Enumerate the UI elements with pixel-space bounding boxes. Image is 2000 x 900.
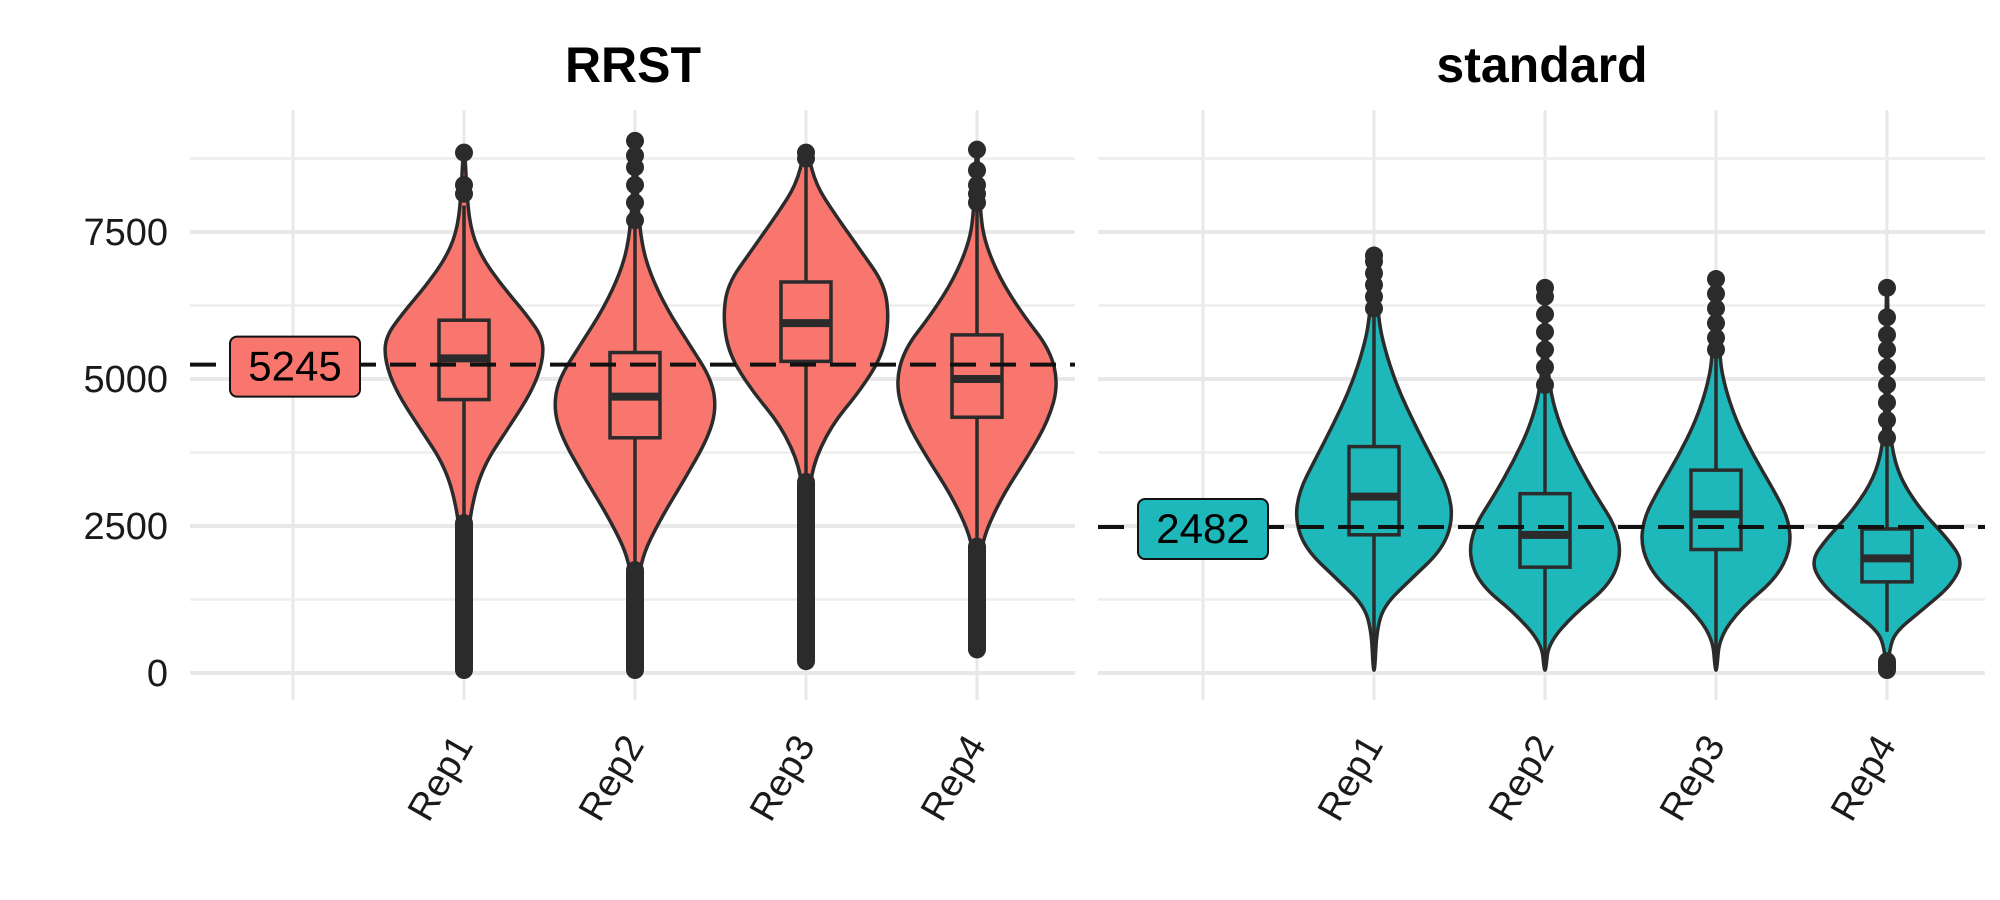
- panel-2-rep1-outlier-point: [1365, 246, 1383, 265]
- panel-2-rep3-outlier-point: [1707, 314, 1725, 333]
- panel-2-rep4-outlier-point: [1878, 278, 1896, 297]
- panel-1-rep3-outliers: [797, 143, 815, 671]
- panel-2-rep2-outliers: [1536, 278, 1554, 394]
- panel-2-rep4-outlier-point: [1878, 428, 1896, 447]
- panel-2-rep2-outlier-point: [1536, 340, 1554, 359]
- panel-2-rep2-outlier-point: [1536, 322, 1554, 341]
- panel-1-rep2-outlier-point: [626, 131, 644, 150]
- panel-2-title: standard: [1436, 37, 1647, 93]
- ytick-label: 5000: [83, 359, 168, 401]
- panel-2-rep2-outlier-point: [1536, 375, 1554, 394]
- panel-2-rep1-xtick-label: Rep1: [1310, 729, 1392, 829]
- panel-2-rep2-xtick-label: Rep2: [1481, 729, 1563, 829]
- panel-1-title: RRST: [565, 37, 701, 93]
- panel-1-rep2-outlier-point: [626, 211, 644, 230]
- panel-2-rep2-outlier-point: [1536, 358, 1554, 377]
- panel-1-median-label-box: [229, 335, 361, 398]
- panel-1-rep1-xtick-label: Rep1: [400, 729, 482, 829]
- panel-1-rep4-outliers: [968, 140, 986, 659]
- panel-1-rep4-outlier-point: [968, 161, 986, 180]
- panel-1-rep4-outlier-point: [968, 175, 986, 194]
- panel-2-rep3-outlier-point: [1707, 299, 1725, 318]
- panel-2-rep4-outlier-point: [1878, 340, 1896, 359]
- ytick-label: 7500: [83, 212, 168, 254]
- panel-1-rep1-outlier-point: [455, 175, 473, 194]
- panel-2-rep2-outlier-point: [1536, 305, 1554, 324]
- panel-2-rep4-outlier-point: [1878, 325, 1896, 344]
- panel-2-rep4-outlier-point: [1878, 358, 1896, 377]
- marks-layer: [190, 131, 1985, 680]
- panel-1-rep1-outlier-point: [455, 143, 473, 162]
- panel-2-rep4-outlier-point: [1878, 411, 1896, 430]
- ytick-label: 0: [147, 653, 168, 695]
- panel-2-rep3-outlier-point: [1707, 328, 1725, 347]
- panel-2-rep3-outlier-point: [1707, 270, 1725, 289]
- panel-2-rep4-outlier-point: [1878, 375, 1896, 394]
- panel-1-rep2-outlier-point: [626, 146, 644, 165]
- panel-2-rep3-xtick-label: Rep3: [1652, 729, 1734, 829]
- panel-1-rep3-outlier-point: [797, 143, 815, 162]
- panel-2-rep4-xtick-label: Rep4: [1823, 729, 1905, 829]
- panel-2-rep4-outlier-point: [1878, 393, 1896, 412]
- panel-1-rep2-outliers: [626, 131, 644, 680]
- panel-2-rep1-box: [1347, 444, 1401, 537]
- panel-1-rep2-outlier-point: [626, 175, 644, 194]
- panel-1-rep4-outlier-point: [968, 140, 986, 159]
- panel-2-rep2-box: [1518, 491, 1572, 569]
- panel-1-rep3-xtick-label: Rep3: [742, 729, 824, 829]
- panel-1-rep4-xtick-label: Rep4: [913, 729, 995, 829]
- panel-2-rep2-outlier-point: [1536, 278, 1554, 297]
- panel-2-rep4-outlier-point: [1878, 308, 1896, 327]
- panel-2-rep4-outliers: [1878, 278, 1896, 680]
- panel-2-rep3-outlier-point: [1707, 284, 1725, 303]
- panel-2-median-label: 2482: [1156, 505, 1249, 552]
- panel-1-rep1-outliers: [455, 143, 473, 680]
- panel-1-rep2-outlier-point: [626, 193, 644, 212]
- ytick-label: 2500: [83, 506, 168, 548]
- panel-2-rep3-outliers: [1707, 270, 1725, 359]
- panel-1-rep2-xtick-label: Rep2: [571, 729, 653, 829]
- panel-1-median-label: 5245: [248, 343, 341, 390]
- panel-2-rep3-box: [1689, 468, 1743, 552]
- panel-2-median-label-box: [1137, 498, 1269, 561]
- panel-2-rep1-outliers: [1365, 246, 1383, 318]
